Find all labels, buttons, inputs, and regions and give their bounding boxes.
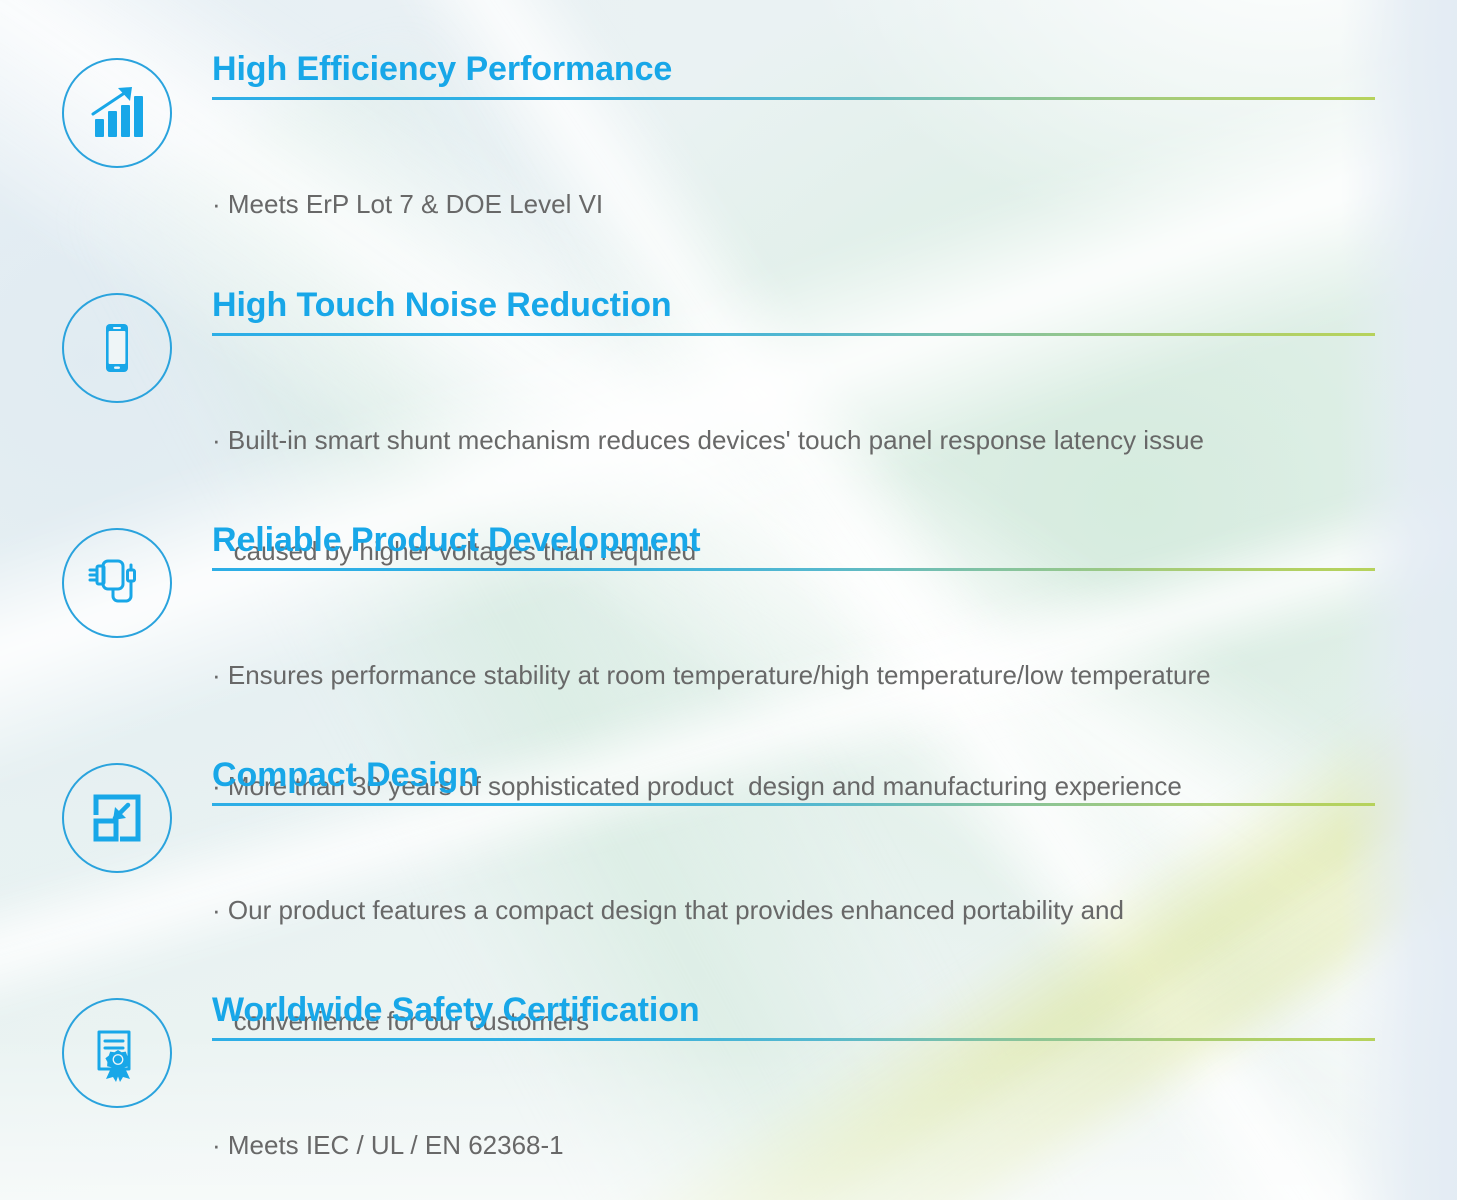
feature-body: Worldwide Safety Certification · Meets I… (212, 993, 1377, 1200)
feature-description-line: · Meets IEC / UL / EN 62368-1 (212, 1130, 564, 1160)
feature-title: Compact Design (212, 756, 479, 794)
feature-title: High Touch Noise Reduction (212, 286, 672, 324)
bar-chart-growth-icon (62, 58, 172, 168)
smartphone-icon (62, 293, 172, 403)
feature-description-line: · Ensures performance stability at room … (212, 660, 1211, 690)
certificate-award-icon (62, 998, 172, 1108)
feature-description-line: · Built-in smart shunt mechanism reduces… (212, 425, 1204, 455)
feature-icon-wrap (62, 293, 174, 405)
feature-divider (212, 803, 1375, 806)
feature-divider (212, 97, 1375, 100)
compact-shrink-icon (62, 763, 172, 873)
feature-description: · Meets IEC / UL / EN 62368-1 (212, 1053, 1377, 1200)
feature-description: · Meets ErP Lot 7 & DOE Level VI (212, 112, 1377, 297)
feature-divider (212, 333, 1375, 336)
feature-description-line: · Our product features a compact design … (212, 895, 1124, 925)
feature-title: Reliable Product Development (212, 521, 701, 559)
feature-description-line: · Meets ErP Lot 7 & DOE Level VI (212, 189, 604, 219)
feature-title: Worldwide Safety Certification (212, 991, 700, 1029)
feature-divider (212, 1038, 1375, 1041)
feature-icon-wrap (62, 528, 174, 640)
feature-divider (212, 568, 1375, 571)
feature-icon-wrap (62, 998, 174, 1110)
feature-icon-wrap (62, 58, 174, 170)
feature-body: High Efficiency Performance · Meets ErP … (212, 52, 1377, 297)
power-adapter-icon (62, 528, 172, 638)
feature-icon-wrap (62, 763, 174, 875)
feature-title: High Efficiency Performance (212, 50, 673, 88)
